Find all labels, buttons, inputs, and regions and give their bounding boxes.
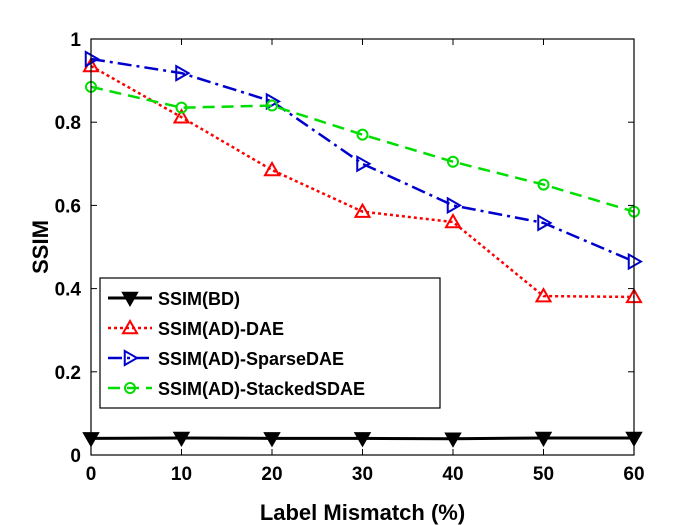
- data-point: [175, 101, 188, 114]
- x-tick-label: 20: [261, 464, 282, 485]
- data-point: [447, 155, 459, 168]
- legend-box: [99, 277, 441, 409]
- y-tick-label: 1: [70, 30, 81, 51]
- x-tick-label: 30: [352, 464, 373, 485]
- legend-label: SSIM(AD)-StackedSDAE: [158, 379, 365, 399]
- data-point: [263, 432, 281, 448]
- data-point: [356, 128, 369, 141]
- y-tick-label: 0.6: [55, 196, 81, 217]
- series-1: [82, 431, 643, 448]
- data-point: [444, 213, 462, 229]
- data-point: [353, 432, 372, 448]
- data-point: [266, 99, 278, 112]
- series-line: [90, 64, 635, 299]
- legend-label: SSIM(AD)-DAE: [158, 319, 284, 339]
- legend: SSIM(BD) SSIM(AD)-DAE SSIM(AD)-SparseDAE SS…: [99, 277, 441, 409]
- y-tick-label: 0.2: [55, 363, 81, 384]
- legend-item: SSIM(AD)-DAE: [108, 318, 284, 339]
- ticks-layer: 0 10 20 30 40 50 60 0 0.2 0.4 0.6 0.8 1: [55, 30, 645, 485]
- series-line: [90, 57, 635, 263]
- data-point: [446, 196, 463, 215]
- series-3: [84, 50, 644, 271]
- legend-label: SSIM(AD)-SparseDAE: [158, 349, 344, 369]
- y-tick-label: 0: [70, 446, 81, 467]
- x-tick-label: 0: [86, 464, 97, 485]
- legend-item: SSIM(AD)-StackedSDAE: [108, 379, 365, 399]
- data-point: [172, 108, 191, 124]
- legend-marker: [121, 318, 139, 335]
- legend-item: SSIM(BD): [108, 289, 240, 309]
- data-point: [534, 287, 553, 303]
- data-point: [175, 64, 191, 82]
- data-point: [627, 252, 644, 271]
- data-point: [534, 431, 553, 447]
- data-point: [265, 92, 282, 111]
- data-point: [263, 161, 281, 177]
- legend-label: SSIM(BD): [158, 289, 240, 309]
- data-point: [356, 155, 372, 173]
- y-axis-label: SSIM: [28, 220, 53, 274]
- x-tick-label: 60: [623, 464, 644, 485]
- data-point: [84, 50, 101, 68]
- legend-item: SSIM(AD)-SparseDAE: [108, 349, 344, 369]
- x-tick-label: 40: [442, 464, 463, 485]
- x-tick-label: 10: [171, 464, 192, 485]
- legend-marker: [124, 382, 136, 394]
- series-layer: [82, 50, 644, 448]
- series-line: [90, 85, 635, 213]
- data-point: [537, 178, 550, 191]
- data-point: [444, 432, 462, 448]
- legend-marker: [121, 291, 139, 308]
- x-tick-label: 50: [533, 464, 554, 485]
- y-tick-label: 0.4: [55, 280, 82, 301]
- data-point: [537, 214, 553, 232]
- x-axis-label: Label Mismatch (%): [260, 500, 465, 525]
- y-tick-label: 0.8: [55, 113, 81, 134]
- data-point: [353, 202, 372, 218]
- data-point: [172, 431, 191, 447]
- legend-marker: [123, 349, 140, 367]
